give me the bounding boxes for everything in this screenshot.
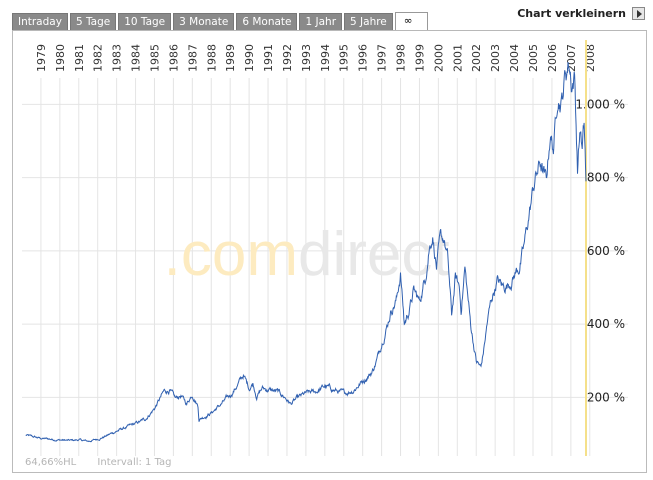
x-tick-label: 2005 bbox=[527, 44, 540, 72]
x-tick-label: 1988 bbox=[205, 44, 218, 72]
x-tick-label: 1984 bbox=[130, 44, 143, 72]
high-low-text: 64,66%HL bbox=[25, 457, 77, 468]
x-tick-label: 1982 bbox=[92, 44, 105, 72]
x-tick-label: 1992 bbox=[281, 44, 294, 72]
x-tick-label: 1990 bbox=[243, 44, 256, 72]
chart-info: 64,66%HL Intervall: 1 Tag bbox=[25, 457, 190, 468]
x-tick-label: 1986 bbox=[167, 44, 180, 72]
y-axis-labels: 200 % 400 % 600 % 800 % 1.000 % bbox=[575, 97, 625, 404]
y-tick-label: 800 % bbox=[587, 171, 625, 185]
x-tick-label: 2007 bbox=[565, 44, 578, 72]
x-tick-label: 1995 bbox=[338, 44, 351, 72]
current-date-marker bbox=[585, 40, 587, 456]
y-tick-label: 1.000 % bbox=[575, 97, 625, 111]
watermark-part1: .com bbox=[164, 220, 298, 289]
x-tick-label: 2003 bbox=[489, 44, 502, 72]
x-tick-label: 2008 bbox=[584, 44, 597, 72]
x-tick-label: 1997 bbox=[376, 44, 389, 72]
x-tick-label: 1985 bbox=[148, 44, 161, 72]
shrink-chart-label: Chart verkleinern bbox=[517, 7, 626, 20]
x-tick-label: 1980 bbox=[54, 44, 67, 72]
x-tick-label: 1994 bbox=[319, 44, 332, 72]
x-tick-label: 1996 bbox=[357, 44, 370, 72]
x-tick-label: 2006 bbox=[546, 44, 559, 72]
x-tick-label: 1993 bbox=[300, 44, 313, 72]
x-tick-label: 2002 bbox=[470, 44, 483, 72]
chart-frame bbox=[12, 31, 647, 473]
arrow-right-icon bbox=[632, 7, 645, 20]
y-tick-label: 600 % bbox=[587, 244, 625, 258]
tab-10-days[interactable]: 10 Tage bbox=[118, 13, 172, 30]
x-tick-label: 2004 bbox=[508, 44, 521, 72]
y-tick-label: 200 % bbox=[587, 390, 625, 404]
x-tick-label: 1983 bbox=[111, 44, 124, 72]
tab-3-months[interactable]: 3 Monate bbox=[173, 13, 235, 30]
tab-bar-divider bbox=[12, 30, 647, 31]
x-tick-label: 1999 bbox=[413, 44, 426, 72]
chart-grid bbox=[22, 78, 628, 456]
tab-intraday[interactable]: Intraday bbox=[12, 13, 68, 30]
tab-1-year[interactable]: 1 Jahr bbox=[299, 13, 343, 30]
x-tick-label: 2000 bbox=[432, 44, 445, 72]
tab-infinite[interactable]: ∞ bbox=[394, 12, 428, 31]
tab-6-months[interactable]: 6 Monate bbox=[236, 13, 298, 30]
x-tick-label: 1991 bbox=[262, 44, 275, 72]
watermark-part2: direct bbox=[298, 220, 450, 289]
tab-5-years[interactable]: 5 Jahre bbox=[344, 13, 393, 30]
interval-text: Intervall: 1 Tag bbox=[97, 457, 172, 468]
x-tick-label: 1987 bbox=[186, 44, 199, 72]
tab-5-days[interactable]: 5 Tage bbox=[69, 13, 117, 30]
series-line bbox=[25, 61, 587, 443]
x-tick-label: 1981 bbox=[73, 44, 86, 72]
timeframe-tabs: Intraday 5 Tage 10 Tage 3 Monate 6 Monat… bbox=[12, 12, 430, 31]
y-tick-label: 400 % bbox=[587, 317, 625, 331]
x-tick-label: 2001 bbox=[451, 44, 464, 72]
shrink-chart-button[interactable]: Chart verkleinern bbox=[517, 7, 645, 20]
x-tick-label: 1989 bbox=[224, 44, 237, 72]
x-tick-label: 1998 bbox=[395, 44, 408, 72]
x-axis-labels: 1979 1980 1981 1982 1983 1984 1985 1986 1987 1988… bbox=[35, 44, 597, 72]
x-tick-label: 1979 bbox=[35, 44, 48, 72]
